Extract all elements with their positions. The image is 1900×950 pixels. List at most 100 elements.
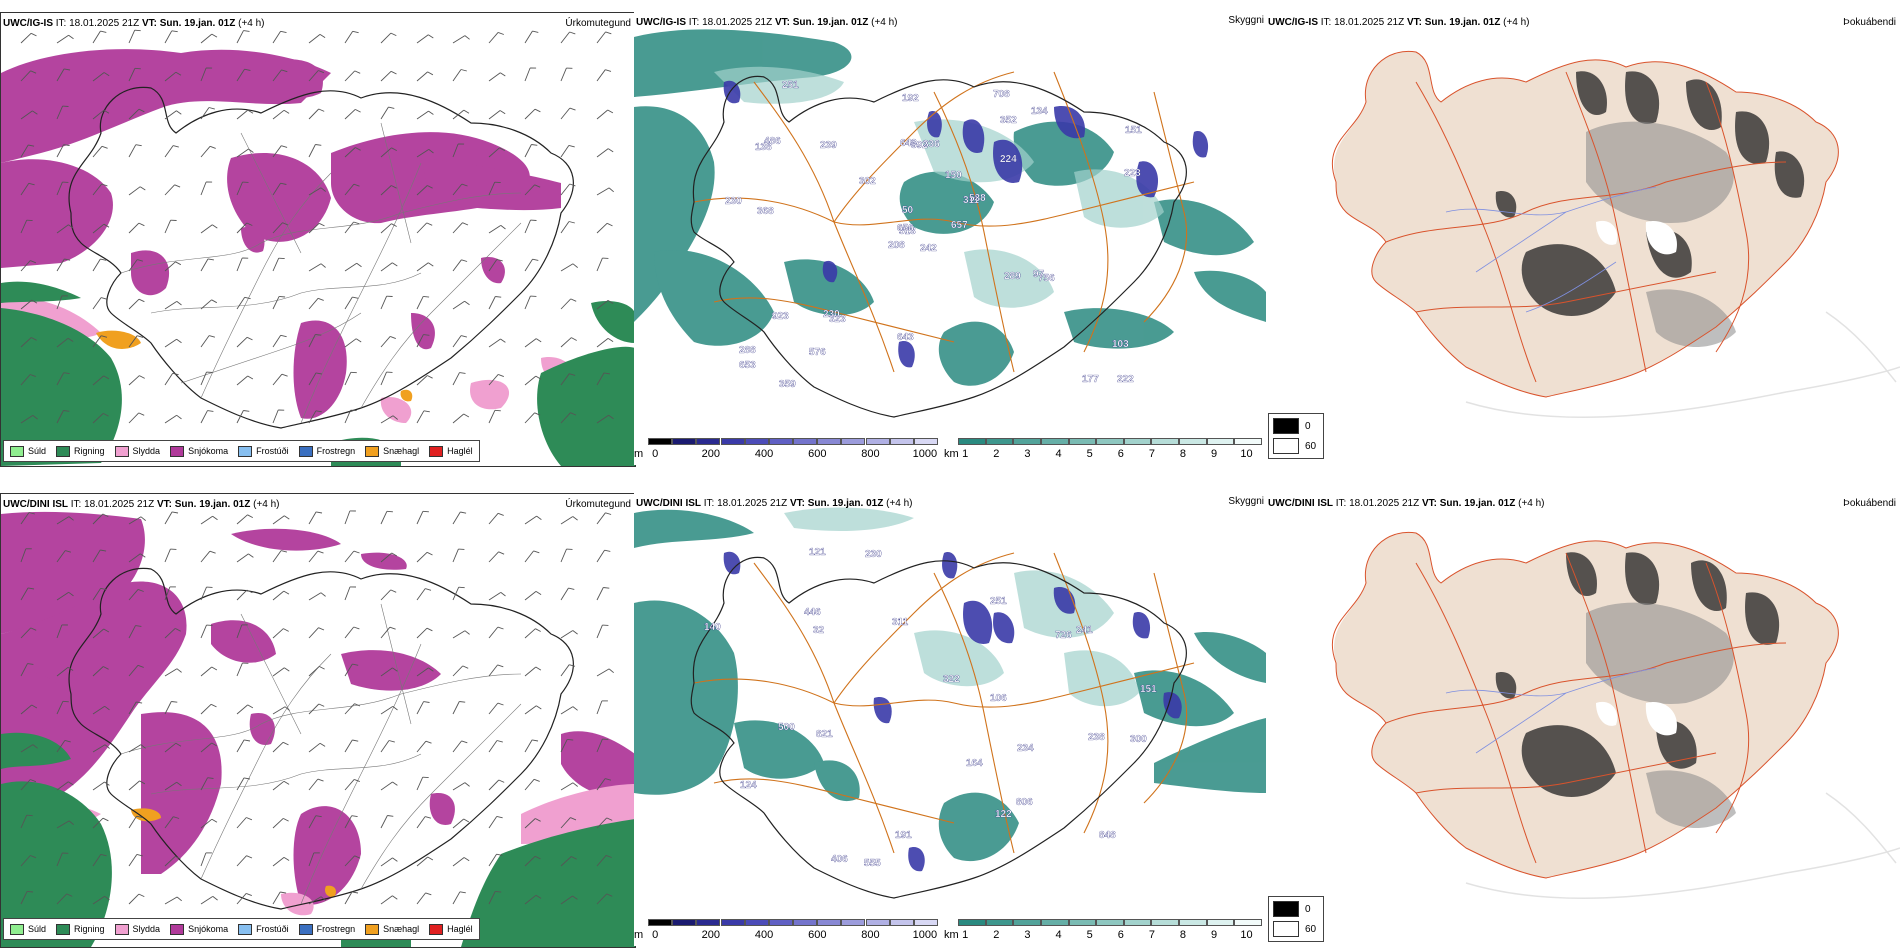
wind-barb-flag [67,337,74,342]
wind-barb-flag [391,223,397,227]
colorbar-segment [696,919,721,926]
wind-barb [236,514,248,525]
wind-barb-flag [569,373,576,376]
wind-barb [416,777,424,791]
colorbar-segment [1096,438,1124,445]
wind-barb-flag [316,511,323,514]
wind-barb [344,739,353,753]
colorbar-segment [1206,438,1235,445]
colorbar-segment [817,919,842,926]
ceiling-label: 643 [897,332,914,343]
wind-barb [416,856,428,867]
wind-barb-flag [428,110,434,115]
wind-barb [488,259,498,272]
ceiling-label: 323 [829,314,846,325]
panel-title: UWC/IG-IS IT: 18.01.2025 21Z VT: Sun. 19… [1268,17,1530,28]
wind-barb [452,548,459,563]
wind-barb-flag [353,626,360,630]
wind-barb [488,592,502,601]
precip-type-legend: Súld Rigning Slydda Snjókoma Frostúði Fr… [3,918,480,940]
colorbar-segment [1123,438,1152,445]
wind-barb [416,185,428,196]
wind-barb [236,553,249,563]
wind-barb [308,187,322,196]
wind-barb-flag [497,664,504,668]
wind-barb [56,181,63,196]
ceiling-label: 222 [1117,374,1134,385]
ceiling-label: 821 [816,729,833,740]
wind-barb [416,149,430,158]
wind-barb-flag [352,296,359,299]
wind-barb [380,371,387,386]
legend-item: Rigning [56,445,105,457]
wind-barb [128,553,141,563]
legend-item: 60 [1273,921,1319,937]
legend-item: Snjókoma [170,923,228,935]
wind-barb [164,220,172,234]
wind-barb-flag [282,741,289,746]
wind-barb-flag [207,410,214,412]
colorbar-tick: 9 [1211,929,1218,941]
wind-barb [416,816,426,829]
ceiling-label: 302 [859,176,876,187]
wind-barb-flag [463,857,470,862]
wind-barb-flag [319,742,326,747]
wind-barb [560,895,573,905]
wind-barb [272,741,284,753]
colorbar-segment [817,438,842,445]
colorbar-tick: 1 [962,929,969,941]
wind-barb [272,31,281,44]
wind-barb-flag [32,110,38,115]
wind-barb [164,261,176,272]
wind-barb-flag [28,512,35,515]
wind-barb [524,591,537,601]
wind-barb [524,666,537,677]
wind-barb [128,701,137,715]
wind-barb [56,258,65,272]
wind-barb [560,221,570,234]
wind-barb-flag [424,816,432,819]
colorbar-segment [744,438,769,445]
wind-barb-flag [102,412,109,417]
wind-barb [596,855,607,867]
ceiling-label: 208 [888,240,905,251]
colorbar-segment [696,438,721,445]
cloud-panel-top: UWC/IG-IS IT: 18.01.2025 21Z VT: Sun. 19… [1266,12,1900,465]
wind-barb-flag [428,667,434,672]
wind-barb [164,586,171,601]
wind-barb [236,222,248,234]
wind-barb-flag [315,334,322,336]
wind-barb-flag [66,893,73,897]
legend-item: 0 [1273,418,1319,434]
ceiling-label: 352 [1000,115,1017,126]
wind-barb [236,181,243,196]
visibility-map-bottom: 300 122 726 311 446 406 322 848 151 106 140 121 124 2… [634,507,1266,899]
colorbar-tick: 400 [754,448,774,460]
colorbar-tick: 4 [1055,929,1062,941]
wind-barb [488,338,501,348]
wind-barb [596,257,603,272]
wind-barb [560,548,567,563]
wind-barb-flag [318,222,325,227]
wind-barb [488,626,499,639]
ceiling-colorbar: m 0 200 400 600 800 1000 [634,436,940,464]
ceiling-label: 653 [739,360,756,371]
ceiling-label: 122 [995,809,1012,820]
wind-barb-flag [423,334,430,336]
ceiling-label: 251 [782,80,799,91]
wind-barb [596,31,606,44]
wind-barb-flag [101,183,108,187]
wind-barb [452,511,461,525]
wind-barb-flag [244,739,251,742]
wind-barb-flag [246,855,253,859]
colorbar-tick: 400 [754,929,774,941]
wind-barb-flag [318,70,325,74]
wind-barb-flag [172,145,179,148]
wind-barb [488,32,499,44]
wind-barb [344,147,356,158]
wind-barb-flag [173,816,180,819]
wind-barb [200,181,207,196]
ceiling-label: 359 [779,379,796,390]
wind-barb [596,624,603,639]
wind-barb [524,550,534,563]
